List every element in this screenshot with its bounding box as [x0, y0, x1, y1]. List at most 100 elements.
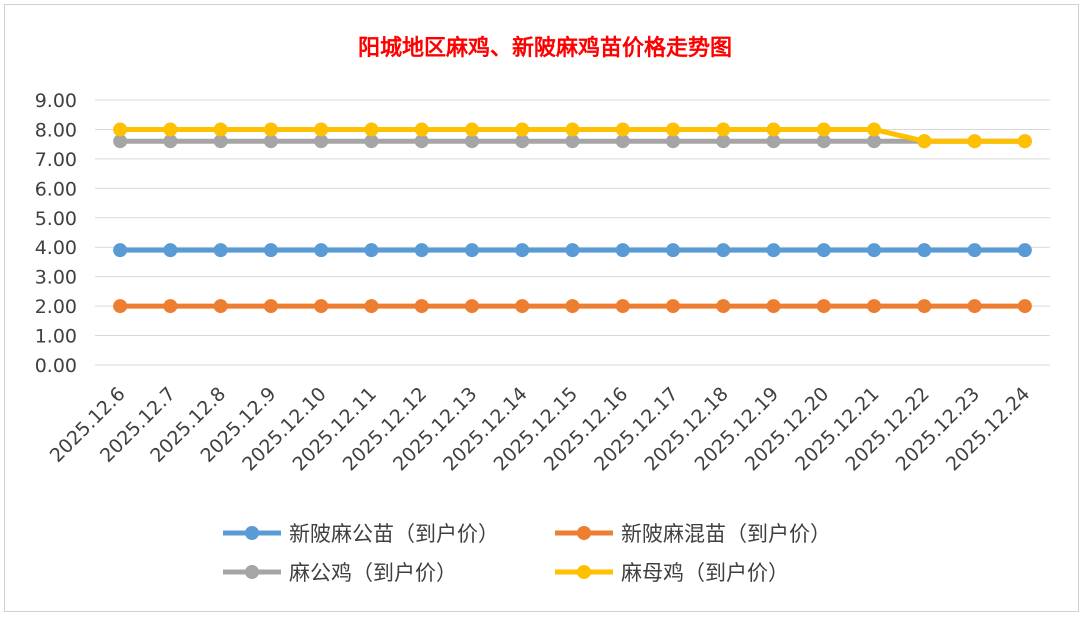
data-point [314, 299, 329, 314]
data-point [314, 122, 329, 137]
data-point [213, 122, 228, 137]
data-point [414, 122, 429, 137]
data-point [113, 243, 128, 258]
data-point [515, 299, 530, 314]
legend-item[interactable]: 麻母鸡（到户价） [555, 561, 789, 585]
data-point [917, 299, 932, 314]
data-point [364, 134, 379, 149]
data-point [867, 134, 882, 149]
data-point [314, 134, 329, 149]
y-tick-label: 4.00 [35, 237, 77, 259]
data-point [263, 299, 278, 314]
data-point [615, 299, 630, 314]
data-point [464, 243, 479, 258]
data-point [816, 122, 831, 137]
data-point [263, 122, 278, 137]
legend-label: 麻公鸡（到户价） [289, 561, 457, 585]
data-point [867, 243, 882, 258]
data-point [716, 122, 731, 137]
data-point [565, 122, 580, 137]
data-point [716, 134, 731, 149]
legend-item[interactable]: 麻公鸡（到户价） [223, 561, 457, 585]
data-point [1017, 299, 1032, 314]
series-1 [113, 299, 1032, 314]
data-point [816, 243, 831, 258]
x-axis-ticks: 2025.12.62025.12.72025.12.82025.12.92025… [46, 383, 1035, 475]
legend-label: 麻母鸡（到户价） [621, 561, 789, 585]
data-point [716, 299, 731, 314]
data-point [867, 122, 882, 137]
data-point [113, 134, 128, 149]
y-tick-label: 6.00 [35, 178, 77, 200]
y-tick-label: 3.00 [35, 267, 77, 289]
chart-title: 阳城地区麻鸡、新陂麻鸡苗价格走势图 [358, 35, 732, 61]
data-point [565, 243, 580, 258]
data-point [917, 243, 932, 258]
data-point [666, 243, 681, 258]
data-point [163, 243, 178, 258]
series-3 [113, 122, 1032, 149]
series-lines [113, 122, 1032, 314]
y-tick-label: 9.00 [35, 90, 77, 112]
y-tick-label: 5.00 [35, 208, 77, 230]
data-point [766, 122, 781, 137]
chart-frame: 阳城地区麻鸡、新陂麻鸡苗价格走势图 0.00 1.00 2.00 3.00 4.00 5.… [4, 4, 1079, 612]
data-point [716, 243, 731, 258]
data-point [766, 243, 781, 258]
data-point [163, 299, 178, 314]
legend-swatch-marker [577, 565, 591, 579]
line-chart: 阳城地区麻鸡、新陂麻鸡苗价格走势图 0.00 1.00 2.00 3.00 4.00 5.… [35, 35, 1050, 585]
data-point [766, 134, 781, 149]
legend-label: 新陂麻混苗（到户价） [621, 522, 831, 546]
data-point [163, 134, 178, 149]
data-point [816, 134, 831, 149]
data-point [515, 134, 530, 149]
data-point [967, 243, 982, 258]
legend[interactable]: 新陂麻公苗（到户价） 新陂麻混苗（到户价） 麻公鸡（到户价） 麻母鸡（到户价） [223, 522, 831, 585]
data-point [263, 243, 278, 258]
legend-item[interactable]: 新陂麻公苗（到户价） [223, 522, 499, 546]
data-point [666, 122, 681, 137]
y-tick-label: 0.00 [35, 355, 77, 377]
legend-label: 新陂麻公苗（到户价） [289, 522, 499, 546]
y-tick-label: 2.00 [35, 296, 77, 318]
data-point [615, 122, 630, 137]
y-tick-label: 7.00 [35, 149, 77, 171]
y-tick-label: 1.00 [35, 326, 77, 348]
data-point [565, 299, 580, 314]
data-point [464, 134, 479, 149]
data-point [615, 134, 630, 149]
data-point [565, 134, 580, 149]
data-point [364, 299, 379, 314]
legend-swatch-marker [577, 526, 591, 540]
data-point [364, 243, 379, 258]
data-point [163, 122, 178, 137]
data-point [1017, 243, 1032, 258]
data-point [967, 134, 982, 149]
legend-swatch-marker [245, 526, 259, 540]
data-point [113, 122, 128, 137]
data-point [615, 243, 630, 258]
data-point [766, 299, 781, 314]
data-point [364, 122, 379, 137]
data-point [464, 122, 479, 137]
data-point [213, 134, 228, 149]
data-point [213, 243, 228, 258]
data-point [314, 243, 329, 258]
series-0 [113, 243, 1032, 258]
data-point [1017, 134, 1032, 149]
data-point [113, 299, 128, 314]
data-point [414, 299, 429, 314]
data-point [666, 299, 681, 314]
data-point [967, 299, 982, 314]
data-point [515, 122, 530, 137]
legend-item[interactable]: 新陂麻混苗（到户价） [555, 522, 831, 546]
y-tick-label: 8.00 [35, 119, 77, 141]
data-point [816, 299, 831, 314]
data-point [414, 243, 429, 258]
data-point [666, 134, 681, 149]
data-point [515, 243, 530, 258]
legend-swatch-marker [245, 565, 259, 579]
data-point [263, 134, 278, 149]
data-point [867, 299, 882, 314]
